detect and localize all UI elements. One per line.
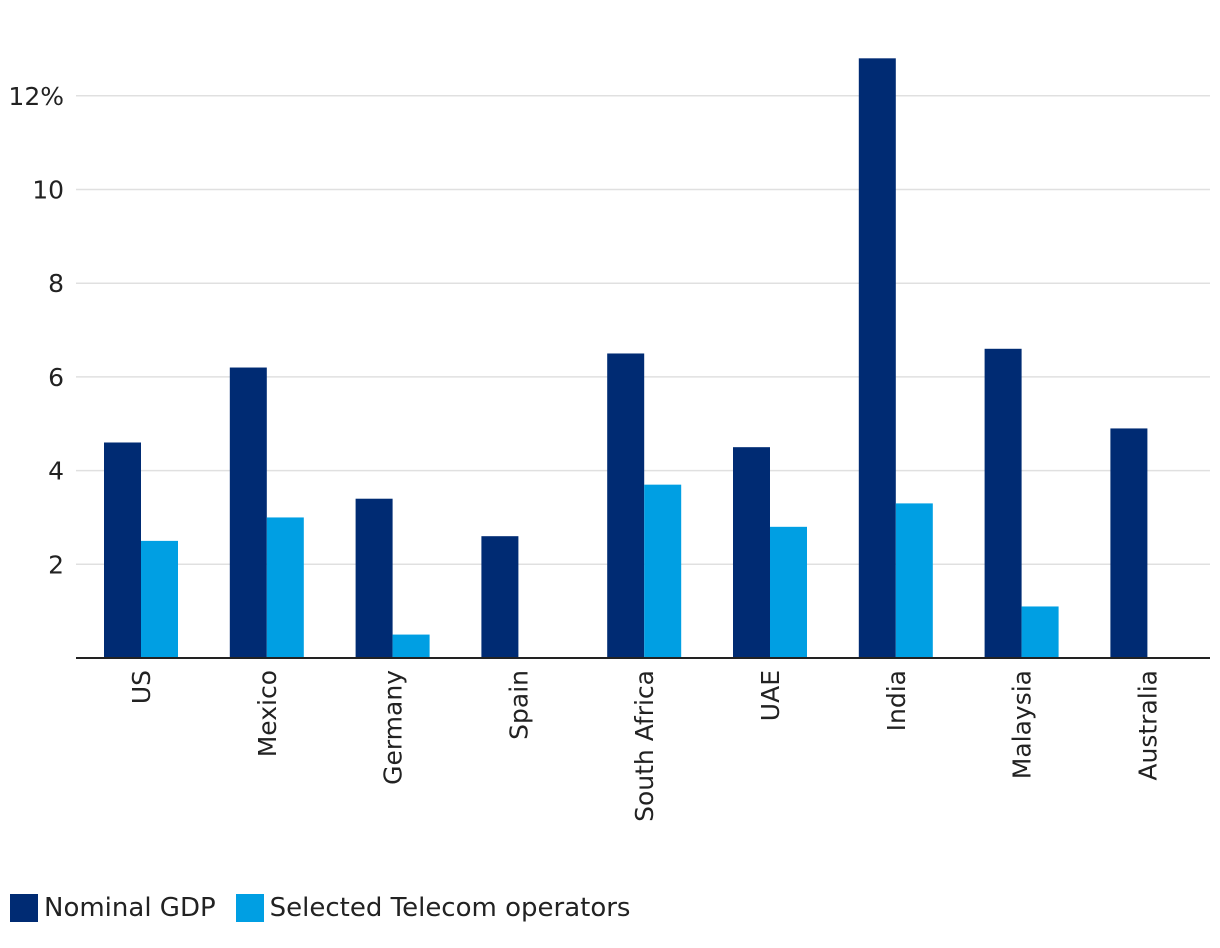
- legend-item-telecom-operators[interactable]: Selected Telecom operators: [235, 893, 631, 923]
- bar-nominal-gdp-spain: [481, 536, 519, 658]
- bar-nominal-gdp-malaysia: [984, 348, 1022, 658]
- bar-chart: 2 4 6 8 10 12% US Mexico Germany Spain South Afri…: [8, 58, 1210, 822]
- bar-telecom-us: [141, 540, 178, 658]
- x-tick-label-india: India: [882, 670, 911, 731]
- y-axis-ticks: 2 4 6 8 10 12%: [8, 82, 64, 579]
- legend-item-nominal-gdp[interactable]: Nominal GDP: [10, 893, 216, 923]
- y-tick-label: 8: [48, 269, 64, 298]
- y-tick-label: 10: [32, 176, 64, 205]
- bar-telecom-malaysia: [1021, 606, 1059, 658]
- x-axis-labels: US Mexico Germany Spain South Africa UAE India…: [127, 670, 1162, 822]
- bar-telecom-uae: [770, 526, 807, 658]
- bar-telecom-mexico: [266, 517, 304, 658]
- legend: Nominal GDP Selected Telecom operators: [10, 893, 650, 923]
- legend-label-telecom-operators: Selected Telecom operators: [269, 893, 631, 923]
- legend-swatch-telecom-operators: [235, 894, 264, 922]
- bar-nominal-gdp-south-africa: [607, 353, 645, 658]
- x-tick-label-us: US: [127, 670, 156, 704]
- bar-nominal-gdp-mexico: [229, 367, 267, 658]
- bar-telecom-germany: [392, 634, 430, 658]
- bars: [104, 58, 1148, 658]
- bar-telecom-india: [895, 503, 933, 658]
- x-tick-label-australia: Australia: [1133, 670, 1162, 781]
- y-tick-label: 4: [48, 457, 64, 486]
- bar-nominal-gdp-us: [104, 442, 141, 658]
- x-tick-label-malaysia: Malaysia: [1008, 670, 1037, 779]
- x-tick-label-spain: Spain: [504, 670, 533, 740]
- bar-telecom-south-africa: [644, 484, 682, 658]
- legend-label-nominal-gdp: Nominal GDP: [44, 893, 216, 923]
- bar-nominal-gdp-uae: [733, 447, 770, 658]
- y-tick-label: 12%: [8, 82, 64, 111]
- x-tick-label-germany: Germany: [379, 670, 408, 785]
- x-tick-label-south-africa: South Africa: [630, 670, 659, 822]
- bar-nominal-gdp-australia: [1110, 428, 1148, 658]
- legend-swatch-nominal-gdp: [10, 894, 38, 922]
- y-tick-label: 2: [48, 550, 64, 579]
- y-tick-label: 6: [48, 363, 64, 392]
- bar-nominal-gdp-india: [858, 58, 896, 658]
- x-tick-label-mexico: Mexico: [253, 670, 282, 757]
- bar-nominal-gdp-germany: [355, 498, 393, 658]
- x-tick-label-uae: UAE: [756, 670, 785, 721]
